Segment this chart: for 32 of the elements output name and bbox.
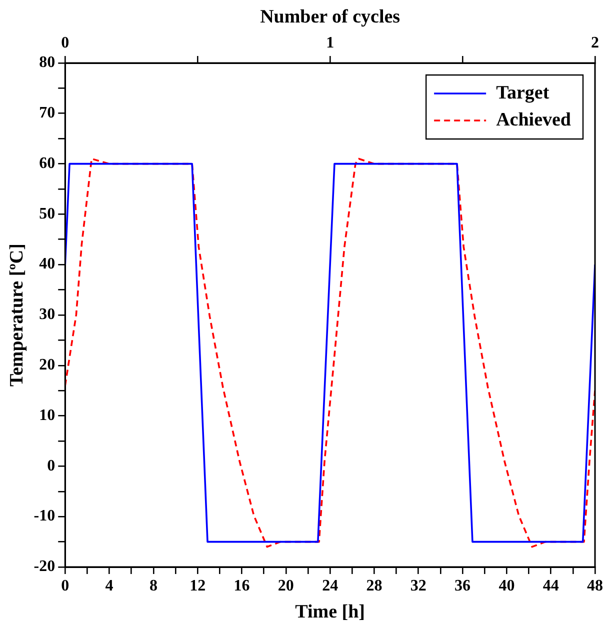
x-tick-label: 8 [149, 578, 158, 595]
x2-tick-label: 0 [61, 34, 70, 52]
x-tick-label: 28 [366, 578, 382, 595]
y-tick-label: 30 [39, 306, 56, 324]
y-tick-label: 80 [39, 54, 56, 72]
y-tick-label: 60 [39, 154, 56, 172]
x2-axis-title: Number of cycles [260, 6, 400, 28]
y-tick-label: 40 [39, 256, 56, 273]
y-tick-label: 10 [39, 406, 56, 424]
x-tick-label: 32 [410, 578, 426, 595]
y-axis-title: Temperature [ºC] [6, 244, 28, 386]
y-tick-label: 50 [39, 205, 56, 222]
legend-label: Achieved [496, 109, 572, 130]
y-tick-label: -10 [34, 508, 56, 525]
x-tick-label: 48 [587, 578, 603, 595]
y-tick-label: -20 [34, 558, 56, 576]
x-tick-label: 44 [542, 578, 559, 595]
x-tick-label: 24 [322, 578, 338, 595]
y-tick-label: 70 [39, 104, 56, 122]
x2-tick-label: 2 [591, 34, 599, 52]
x-tick-label: 36 [454, 578, 471, 595]
y-tick-label: 0 [47, 457, 56, 474]
y-tick-label: 20 [39, 356, 56, 374]
x-tick-label: 40 [498, 578, 515, 595]
x-tick-label: 12 [190, 578, 206, 595]
x-tick-label: 20 [278, 578, 294, 595]
x-tick-label: 0 [61, 578, 70, 595]
legend-label: Target [496, 82, 550, 104]
x2-tick-label: 1 [326, 34, 334, 52]
x-tick-label: 16 [234, 578, 250, 595]
x-axis-title: Time [h] [295, 602, 365, 623]
x-tick-label: 4 [105, 578, 114, 595]
